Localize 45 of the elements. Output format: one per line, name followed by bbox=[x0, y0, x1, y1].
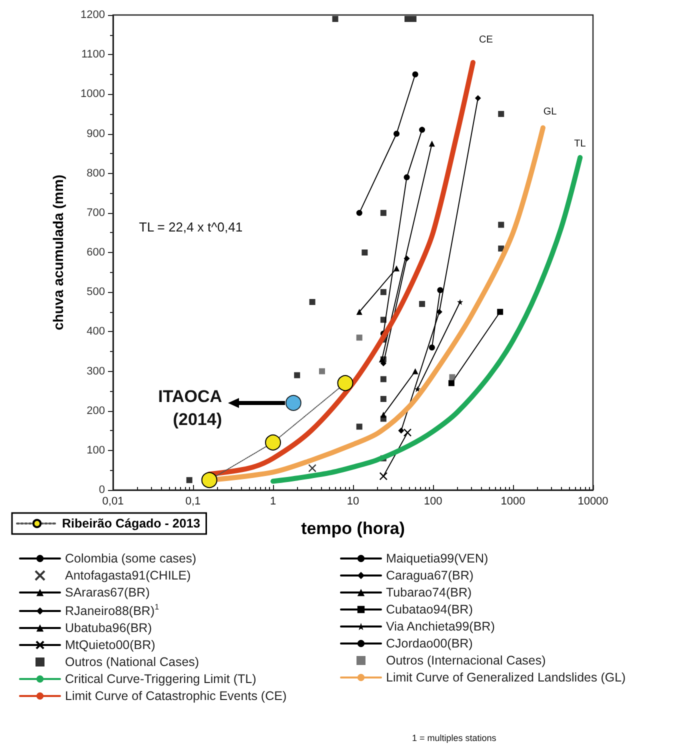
legend-label: Critical Curve-Triggering Limit (TL) bbox=[65, 672, 256, 686]
y-tick-label: 400 bbox=[86, 326, 105, 338]
legend-label: Caragua67(BR) bbox=[386, 568, 474, 582]
x-tick-label: 10 bbox=[346, 496, 360, 508]
y-tick-label: 1000 bbox=[80, 88, 105, 100]
y-tick-label: 700 bbox=[86, 206, 105, 219]
annotation: CE bbox=[479, 34, 494, 46]
legend-label: Outros (National Cases) bbox=[65, 655, 200, 669]
y-tick-label: 100 bbox=[86, 444, 105, 456]
y-tick-label: 1100 bbox=[81, 48, 105, 61]
y-tick-label: 600 bbox=[86, 246, 105, 258]
x-tick-label: 0,01 bbox=[102, 496, 124, 508]
text: 1 = multiples stations bbox=[412, 733, 497, 743]
y-tick-label: 1200 bbox=[80, 9, 105, 21]
x-tick-label: 10000 bbox=[578, 496, 608, 508]
legend-label: SAraras67(BR) bbox=[65, 586, 150, 600]
x-tick-label: 0,1 bbox=[185, 496, 201, 508]
y-axis-title: chuva acumulada (mm) bbox=[50, 174, 66, 330]
x-tick-label: 1000 bbox=[500, 496, 526, 508]
legend-label: Cubatao94(BR) bbox=[386, 602, 473, 616]
legend-label: CJordao00(BR) bbox=[386, 636, 473, 650]
y-tick-label: 0 bbox=[98, 484, 105, 496]
legend-label: Limit Curve of Catastrophic Events (CE) bbox=[65, 689, 287, 703]
x-tick-label: 100 bbox=[424, 496, 442, 508]
y-tick-label: 300 bbox=[86, 365, 105, 378]
x-axis-title: tempo (hora) bbox=[301, 519, 405, 538]
legend-label: Limit Curve of Generalized Landslides (GL) bbox=[386, 670, 626, 684]
annotation: TL = 22,4 x t^0,41 bbox=[139, 220, 243, 234]
legend-label: Maiquetia99(VEN) bbox=[386, 552, 488, 566]
legend-label: Tubarao74(BR) bbox=[386, 586, 472, 600]
annotation: GL bbox=[543, 106, 558, 118]
y-tick-label: 800 bbox=[86, 167, 105, 180]
legend-label: Antofagasta91(CHILE) bbox=[65, 568, 191, 582]
annotation: TL bbox=[574, 138, 586, 150]
x-tick-label: 1 bbox=[270, 496, 276, 508]
legend-label: Via Anchieta99(BR) bbox=[386, 620, 495, 634]
y-tick-label: 900 bbox=[86, 128, 105, 140]
legend-label: Ribeirão Cágado - 2013 bbox=[62, 516, 200, 530]
legend-label: Ubatuba96(BR) bbox=[65, 621, 152, 635]
legend-label: MtQuieto00(BR) bbox=[65, 638, 156, 652]
legend-label: Outros (Internacional Cases) bbox=[386, 654, 546, 668]
annotation: ITAOCA (2014) bbox=[158, 387, 222, 429]
legend-label: Colombia (some cases) bbox=[65, 552, 196, 566]
y-tick-label: 200 bbox=[86, 404, 105, 417]
y-tick-label: 500 bbox=[86, 286, 105, 298]
